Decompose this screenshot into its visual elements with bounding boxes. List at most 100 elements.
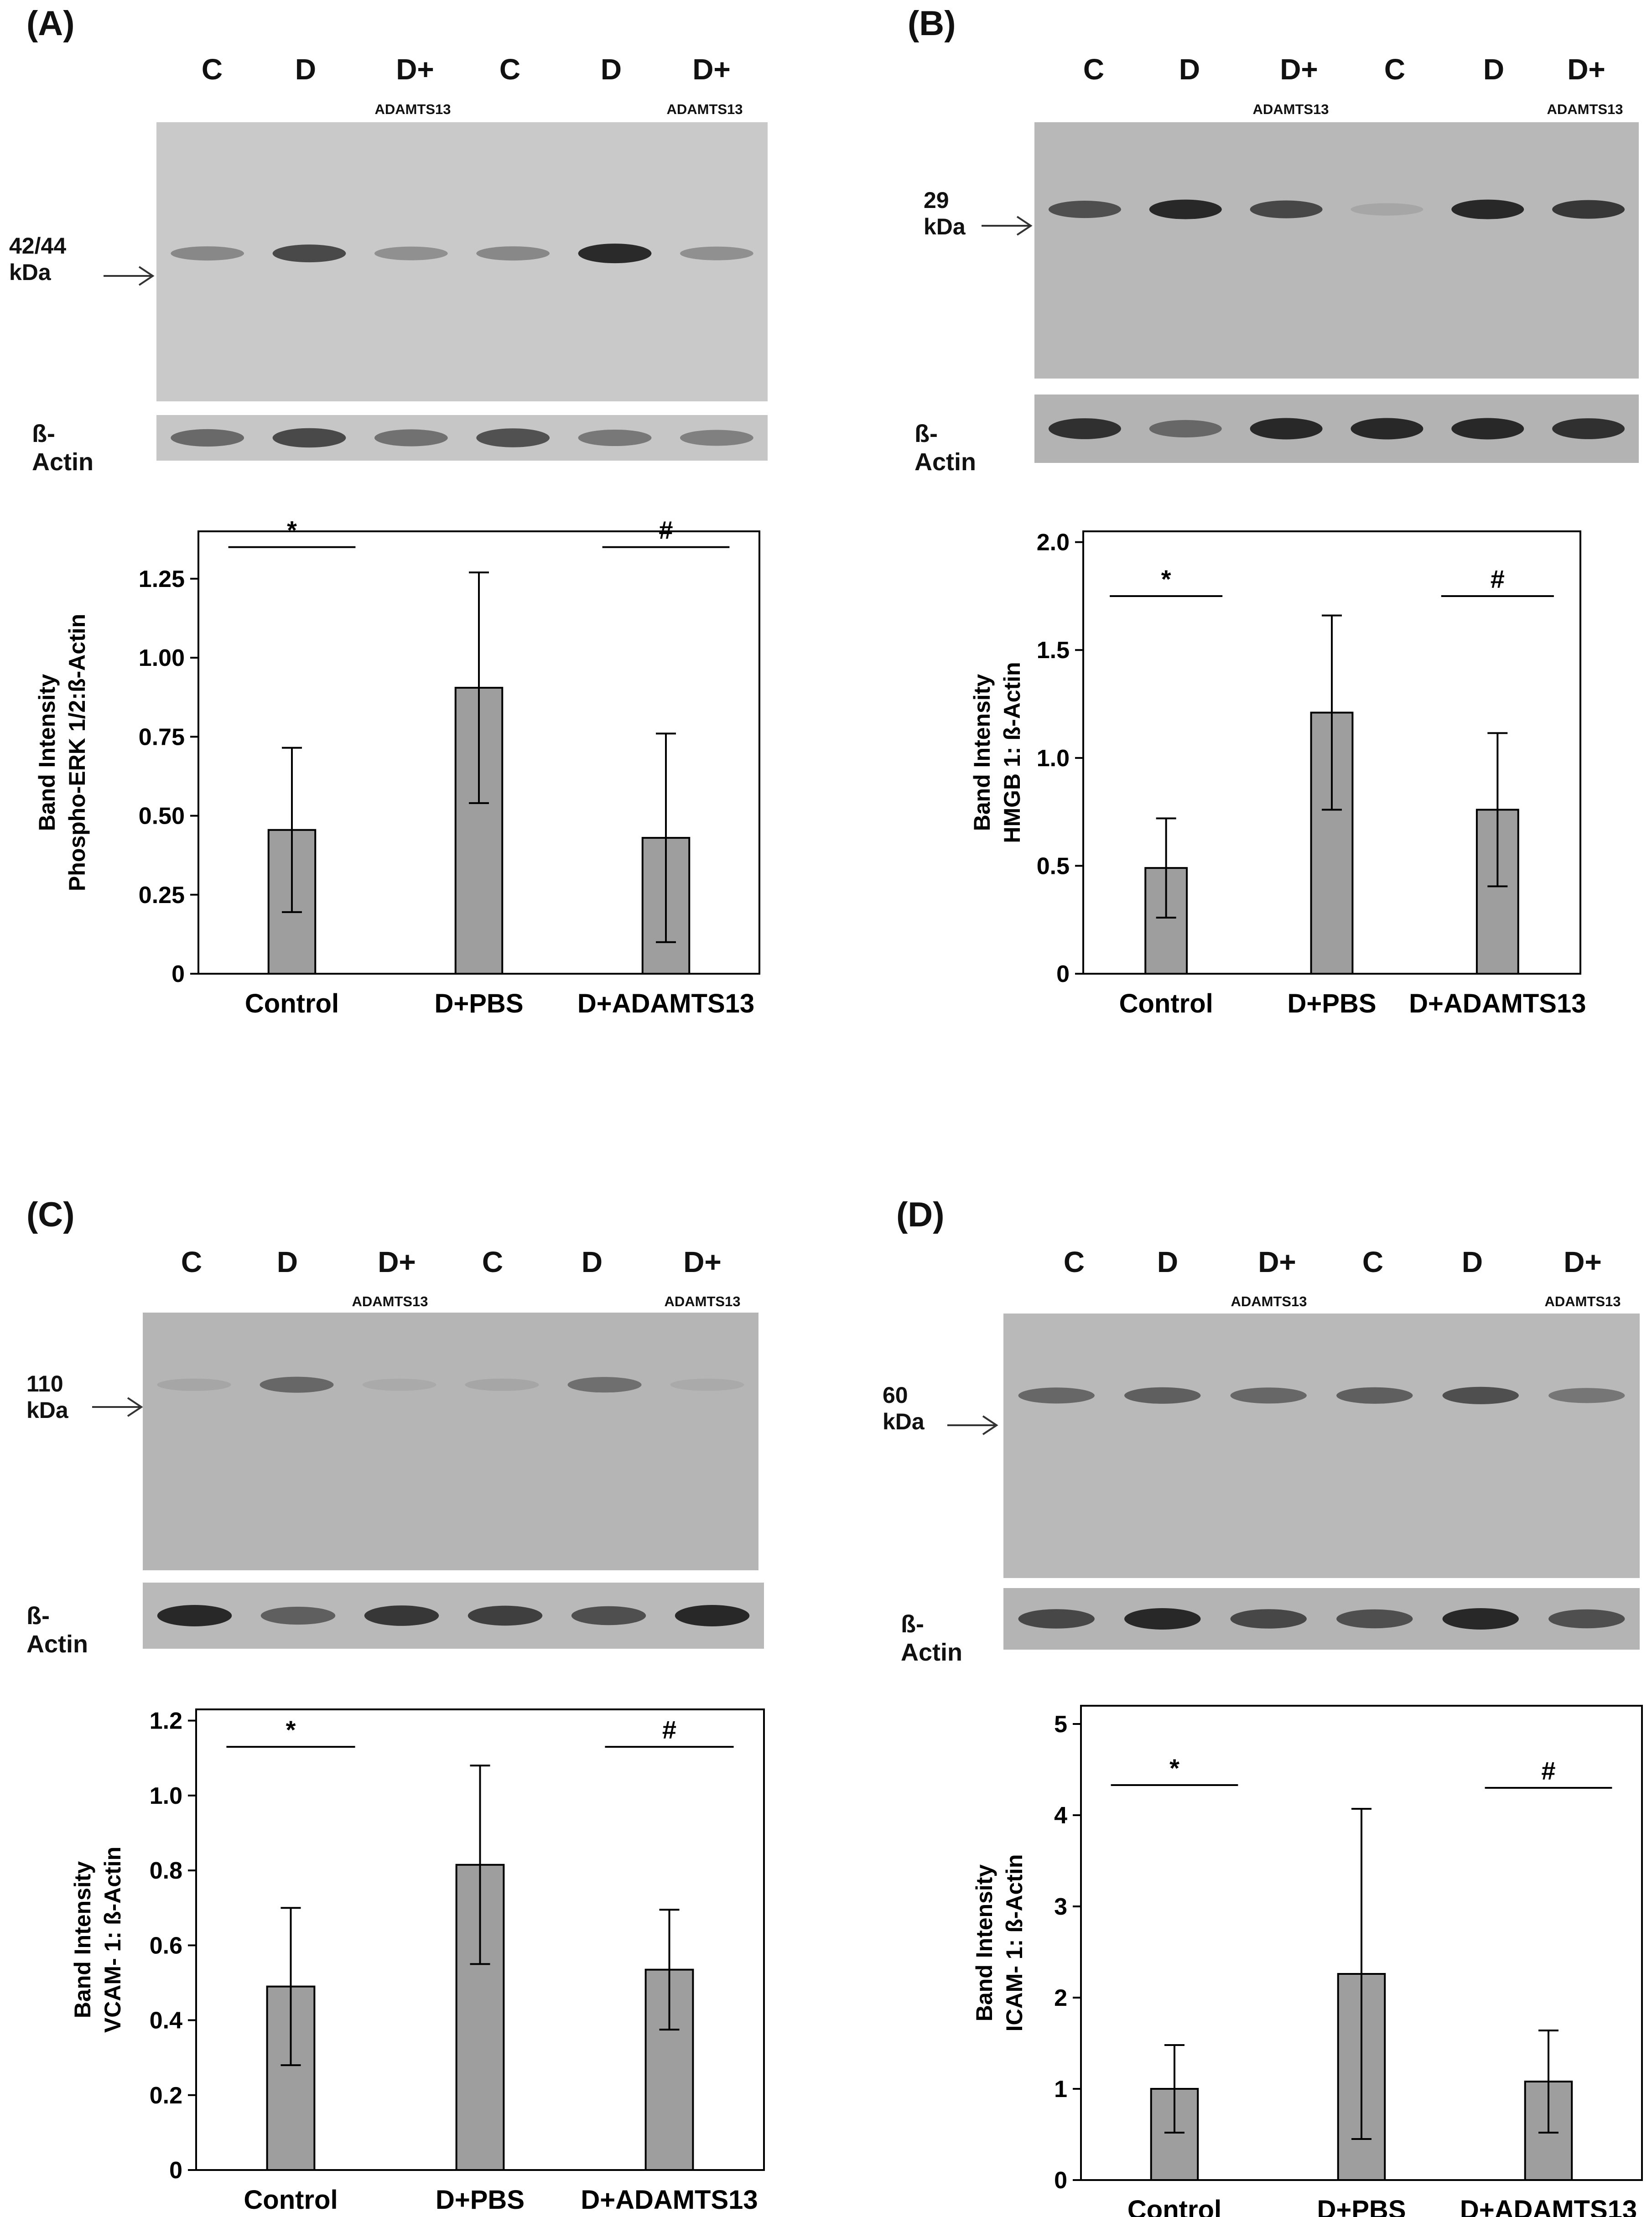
- actin-band: [468, 1605, 543, 1626]
- lane-label: D: [295, 53, 317, 86]
- protein-band: [1548, 1388, 1625, 1403]
- protein-band: [465, 1378, 539, 1391]
- y-tick-label: 0.25: [139, 882, 185, 909]
- y-axis-label: VCAM- 1: ß-Actin: [100, 1847, 125, 2033]
- western-blot-image: [1003, 1314, 1640, 1578]
- blot-background: [1034, 395, 1639, 463]
- protein-band: [157, 1378, 231, 1391]
- y-tick-label: 0: [1056, 961, 1070, 987]
- actin-band: [1230, 1609, 1307, 1629]
- protein-band: [567, 1377, 642, 1393]
- y-tick-label: 0.2: [150, 2082, 182, 2109]
- bar-chart: 0 0.2 0.4 0.6 0.8 1.0 1.2 Control D+PBS D+ADAMTS1…: [70, 1708, 765, 2215]
- actin-band: [578, 429, 652, 447]
- blot-background: [1003, 1588, 1640, 1650]
- x-tick-label: D+ADAMTS13: [577, 989, 754, 1018]
- lane-label: D+: [1280, 53, 1318, 86]
- actin-band: [1351, 418, 1423, 440]
- protein-band: [680, 246, 753, 260]
- bar-chart: 0 0.25 0.50 0.75 1.00 1.25 Control D+PBS D+ADAMT…: [34, 520, 760, 1018]
- y-tick-label: 0.8: [150, 1858, 182, 1884]
- actin-blot-image: [156, 415, 768, 461]
- western-blot-image: [143, 1313, 758, 1570]
- lane-label: C: [1083, 53, 1105, 86]
- significance-marker: *: [286, 1715, 296, 1744]
- western-blot-image: [156, 122, 768, 401]
- y-tick-label: 0.5: [1037, 853, 1070, 879]
- actin-band: [571, 1606, 646, 1625]
- protein-band: [476, 246, 550, 261]
- actin-band: [1250, 418, 1323, 440]
- y-tick-label: 1.0: [150, 1783, 182, 1809]
- actin-band: [1451, 418, 1524, 440]
- actin-blot-image: [1003, 1588, 1640, 1650]
- arrow-right-icon: [104, 266, 155, 286]
- molecular-weight-label: 29 kDa: [924, 187, 966, 239]
- x-tick-label: D+ADAMTS13: [1460, 2195, 1637, 2217]
- lane-sublabel: ADAMTS13: [1231, 1293, 1307, 1309]
- protein-band: [1048, 201, 1121, 218]
- lane-sublabel: ADAMTS13: [1547, 101, 1623, 117]
- actin-band: [364, 1605, 439, 1626]
- actin-band: [1124, 1608, 1201, 1630]
- significance-marker: #: [659, 520, 673, 545]
- significance-marker: #: [662, 1715, 676, 1744]
- actin-band: [1018, 1609, 1095, 1629]
- actin-label: ß-Actin: [32, 420, 94, 476]
- lane-label: C: [201, 53, 223, 86]
- actin-band: [272, 428, 346, 448]
- actin-band: [1336, 1609, 1413, 1629]
- actin-band: [680, 430, 753, 446]
- lane-sublabel: ADAMTS13: [1544, 1293, 1621, 1309]
- blot-background: [143, 1583, 764, 1649]
- lane-sublabel: ADAMTS13: [1252, 101, 1329, 117]
- significance-marker: #: [1541, 1756, 1555, 1785]
- x-tick-label: Control: [1119, 989, 1213, 1018]
- arrow-right-icon: [982, 216, 1033, 236]
- x-tick-label: Control: [244, 2185, 338, 2215]
- western-blot-image: [1034, 122, 1639, 379]
- y-axis-label: Band Intensity: [969, 674, 995, 831]
- y-axis-label: ICAM- 1: ß-Actin: [1002, 1854, 1027, 2032]
- protein-band: [374, 246, 448, 260]
- lane-label: D+: [683, 1246, 722, 1278]
- lane-label: C: [1362, 1246, 1384, 1278]
- protein-band: [1230, 1387, 1307, 1404]
- lane-label: D: [1157, 1246, 1179, 1278]
- significance-marker: *: [1169, 1754, 1179, 1782]
- protein-band: [1018, 1387, 1095, 1404]
- lane-label: D: [581, 1246, 603, 1278]
- actin-band: [374, 429, 448, 447]
- protein-band: [362, 1378, 436, 1391]
- bar: [1144, 867, 1188, 975]
- actin-band: [171, 429, 244, 447]
- lane-label: D: [1461, 1246, 1483, 1278]
- blot-background: [143, 1313, 758, 1570]
- bar-chart: 0 1 2 3 4 5 Control D+PBS D+ADAMTS13 * # Band Inten…: [971, 1705, 1643, 2217]
- blot-background: [156, 122, 768, 401]
- blot-background: [1034, 122, 1639, 379]
- lane-label: C: [1384, 53, 1406, 86]
- y-tick-label: 3: [1054, 1894, 1067, 1920]
- x-tick-label: D+PBS: [436, 2185, 525, 2215]
- actin-band: [1552, 418, 1625, 439]
- protein-band: [1124, 1387, 1201, 1404]
- bar-chart: 0 0.5 1.0 1.5 2.0 Control D+PBS D+ADAMTS13 * # Ban…: [969, 530, 1586, 1018]
- y-tick-label: 2: [1054, 1985, 1067, 2011]
- panel-label: (D): [896, 1195, 945, 1234]
- protein-band: [1451, 199, 1524, 219]
- protein-band: [1336, 1387, 1413, 1404]
- significance-marker: #: [1491, 565, 1505, 593]
- y-tick-label: 0.6: [150, 1932, 182, 1959]
- y-tick-label: 1.2: [150, 1708, 182, 1734]
- x-tick-label: D+PBS: [434, 989, 523, 1018]
- protein-band: [1351, 203, 1423, 216]
- y-tick-label: 0: [169, 2157, 182, 2184]
- y-tick-label: 1.25: [139, 566, 185, 592]
- y-tick-label: 0.75: [139, 724, 185, 750]
- lane-label: C: [482, 1246, 504, 1278]
- lane-label: D+: [1258, 1246, 1296, 1278]
- actin-blot-image: [143, 1583, 764, 1649]
- blot-background: [156, 415, 768, 461]
- lane-sublabel: ADAMTS13: [664, 1293, 741, 1309]
